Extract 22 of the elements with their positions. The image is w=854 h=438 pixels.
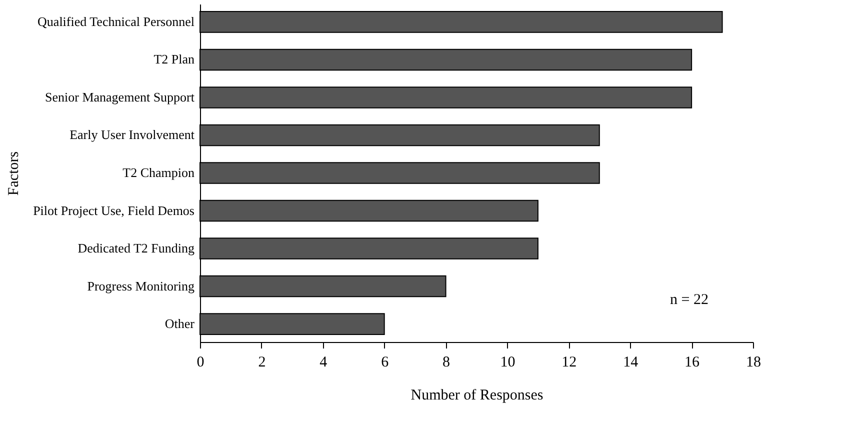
x-tick-label: 6 bbox=[381, 354, 390, 370]
y-tick-label: Other bbox=[164, 316, 196, 332]
x-tick-label: 8 bbox=[442, 354, 450, 370]
y-tick-label: Qualified Technical Personnel bbox=[38, 14, 195, 29]
x-axis-title: Number of Responses bbox=[410, 388, 544, 404]
x-tick-label: 12 bbox=[562, 354, 577, 370]
y-tick-label: Dedicated T2 Funding bbox=[78, 240, 195, 256]
x-tick-label: 10 bbox=[500, 354, 516, 370]
x-tick-label: 4 bbox=[320, 354, 328, 370]
y-tick-label: Pilot Project Use, Field Demos bbox=[33, 202, 194, 218]
x-tick-label: 14 bbox=[623, 354, 639, 370]
y-tick-label: T2 Champion bbox=[122, 165, 195, 180]
y-tick-label: Progress Monitoring bbox=[87, 278, 195, 294]
y-tick-label: T2 Plan bbox=[154, 52, 195, 67]
x-tick-label: 2 bbox=[258, 354, 266, 370]
annotation: n = 22 bbox=[670, 292, 708, 308]
y-axis-title: Factors bbox=[6, 151, 22, 196]
y-tick-label: Early User Involvement bbox=[70, 127, 195, 142]
x-tick-label: 0 bbox=[196, 354, 204, 370]
x-tick-label: 18 bbox=[746, 354, 761, 370]
x-tick-label: 16 bbox=[684, 354, 700, 370]
y-tick-label: Senior Management Support bbox=[45, 89, 195, 104]
